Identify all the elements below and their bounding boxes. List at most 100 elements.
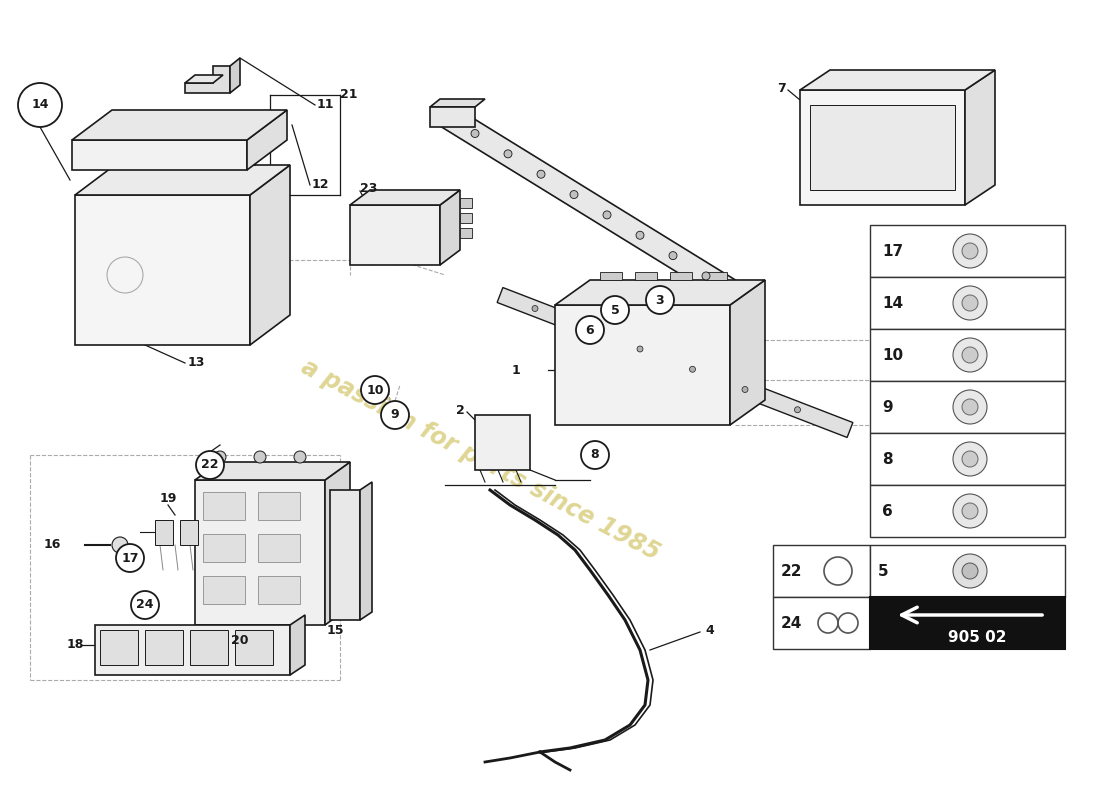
Bar <box>460 213 472 223</box>
Polygon shape <box>800 90 965 205</box>
Text: 6: 6 <box>882 503 893 518</box>
Bar <box>870 225 1065 277</box>
Circle shape <box>962 563 978 579</box>
Polygon shape <box>440 190 460 265</box>
Polygon shape <box>95 625 290 675</box>
Circle shape <box>953 442 987 476</box>
Text: a passion for parts since 1985: a passion for parts since 1985 <box>297 355 663 565</box>
Text: 6: 6 <box>585 323 594 337</box>
Text: 14: 14 <box>31 98 48 111</box>
Text: 1: 1 <box>512 363 520 377</box>
Bar <box>153 153 170 165</box>
Bar <box>258 534 300 562</box>
Circle shape <box>196 451 224 479</box>
Polygon shape <box>800 70 996 90</box>
Text: 8: 8 <box>591 449 600 462</box>
Text: 2: 2 <box>456 403 465 417</box>
Circle shape <box>581 441 609 469</box>
Circle shape <box>570 190 578 198</box>
Bar <box>600 272 621 280</box>
Circle shape <box>537 170 544 178</box>
Polygon shape <box>290 615 305 675</box>
Polygon shape <box>475 415 530 470</box>
Circle shape <box>603 211 611 219</box>
Circle shape <box>294 451 306 463</box>
Bar <box>870 545 1065 597</box>
Bar <box>870 277 1065 329</box>
Bar <box>810 105 955 190</box>
Circle shape <box>504 150 512 158</box>
Polygon shape <box>75 165 290 195</box>
Bar <box>204 534 245 562</box>
Circle shape <box>131 591 160 619</box>
Circle shape <box>962 347 978 363</box>
Circle shape <box>584 326 591 332</box>
Bar <box>773 545 870 597</box>
Circle shape <box>953 338 987 372</box>
Polygon shape <box>195 462 350 480</box>
Polygon shape <box>250 165 290 345</box>
Text: 9: 9 <box>882 399 892 414</box>
Polygon shape <box>730 280 764 425</box>
Text: 8: 8 <box>882 451 892 466</box>
Text: 14: 14 <box>882 295 903 310</box>
Text: 10: 10 <box>366 383 384 397</box>
Circle shape <box>601 296 629 324</box>
Text: 5: 5 <box>878 563 889 578</box>
Polygon shape <box>350 205 440 265</box>
Text: 20: 20 <box>231 634 249 646</box>
Circle shape <box>532 306 538 311</box>
Text: 22: 22 <box>201 458 219 471</box>
Polygon shape <box>72 140 248 170</box>
Text: 7: 7 <box>778 82 786 94</box>
Text: 17: 17 <box>882 243 903 258</box>
Polygon shape <box>185 66 230 93</box>
Text: 24: 24 <box>781 615 802 630</box>
Bar <box>870 329 1065 381</box>
Circle shape <box>669 251 676 259</box>
Text: 18: 18 <box>66 638 84 651</box>
Bar <box>870 485 1065 537</box>
Bar <box>209 153 227 165</box>
Bar <box>635 272 657 280</box>
Text: 13: 13 <box>188 357 206 370</box>
Circle shape <box>953 286 987 320</box>
Polygon shape <box>350 190 460 205</box>
Circle shape <box>962 243 978 259</box>
Circle shape <box>254 451 266 463</box>
Text: 10: 10 <box>882 347 903 362</box>
Bar <box>190 630 228 665</box>
Circle shape <box>646 286 674 314</box>
Bar <box>100 630 138 665</box>
Circle shape <box>214 451 225 463</box>
Bar <box>870 597 1065 649</box>
Bar <box>705 272 727 280</box>
Text: 11: 11 <box>317 98 334 111</box>
Circle shape <box>112 537 128 553</box>
Polygon shape <box>248 110 287 170</box>
Bar <box>180 520 198 545</box>
Text: 19: 19 <box>160 491 177 505</box>
Bar <box>258 576 300 604</box>
Text: 9: 9 <box>390 409 399 422</box>
Polygon shape <box>556 280 764 305</box>
Polygon shape <box>497 287 852 438</box>
Circle shape <box>962 295 978 311</box>
Circle shape <box>953 554 987 588</box>
Circle shape <box>962 399 978 415</box>
Circle shape <box>361 376 389 404</box>
Circle shape <box>576 316 604 344</box>
Circle shape <box>690 366 695 372</box>
Text: 5: 5 <box>610 303 619 317</box>
Bar <box>773 597 870 649</box>
Polygon shape <box>439 105 751 310</box>
Bar <box>460 198 472 208</box>
Text: 4: 4 <box>705 623 714 637</box>
Circle shape <box>18 83 62 127</box>
Bar <box>670 272 692 280</box>
Text: 22: 22 <box>781 563 803 578</box>
Bar <box>155 520 173 545</box>
Circle shape <box>702 272 710 280</box>
Circle shape <box>962 451 978 467</box>
Text: 16: 16 <box>43 538 60 551</box>
